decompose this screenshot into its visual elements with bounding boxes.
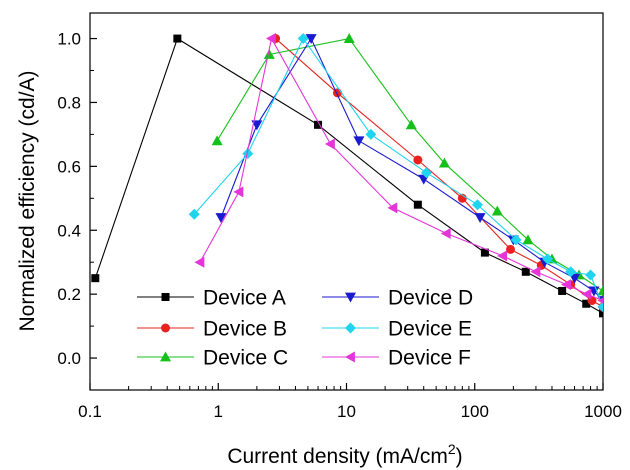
legend-marker-device-d	[345, 292, 356, 303]
data-point-device-f	[194, 256, 205, 268]
series-device-f	[194, 33, 603, 304]
legend-label-device-e: Device E	[388, 318, 472, 341]
legend: Device A Device B Device C Device D Device E…	[137, 287, 473, 370]
legend-label-device-d: Device D	[388, 287, 473, 310]
legend-marker-device-b	[161, 323, 170, 333]
data-point-device-e	[188, 208, 200, 220]
legend-label-device-b: Device B	[203, 318, 287, 341]
data-point-device-c	[522, 234, 534, 245]
data-point-device-d	[215, 213, 227, 223]
legend-item-device-b: Device B	[137, 318, 287, 341]
data-point-device-e	[565, 266, 577, 278]
legend-item-device-d: Device D	[322, 287, 473, 310]
legend-label-device-c: Device C	[203, 347, 288, 370]
data-point-device-f	[581, 288, 592, 300]
x-axis-title: Current density (mA/cm2)	[227, 441, 462, 468]
data-point-device-e	[585, 269, 597, 281]
legend-marker-device-f	[345, 351, 355, 363]
legend-label-device-f: Device F	[388, 347, 471, 370]
data-point-device-c	[343, 33, 355, 43]
y-tick-label: 0.8	[57, 93, 81, 112]
legend-item-device-a: Device A	[137, 287, 286, 310]
data-point-device-a	[558, 286, 567, 295]
data-point-device-a	[480, 248, 489, 257]
series-device-a	[91, 34, 603, 318]
data-point-device-d	[353, 136, 365, 147]
series-device-d	[215, 34, 603, 307]
data-point-device-f	[265, 33, 276, 45]
y-axis-title: Normalized efficiency (cd/A)	[16, 70, 39, 331]
data-point-device-f	[497, 250, 508, 262]
data-point-device-a	[599, 309, 603, 318]
data-point-device-d	[569, 273, 581, 284]
data-point-device-b	[506, 244, 516, 254]
data-point-device-e	[365, 128, 377, 140]
y-tick-label: 1.0	[57, 30, 81, 49]
data-point-device-f	[440, 227, 451, 239]
data-point-device-e	[420, 167, 432, 179]
series-device-b	[271, 34, 603, 312]
axes: 0.1 1 10 100 1000 0.0 0.2 0.4 0.6 0.8 1.0	[57, 12, 622, 421]
data-point-device-c	[405, 119, 417, 130]
data-point-device-f	[387, 202, 398, 214]
series-device-e	[188, 33, 603, 313]
data-point-device-b	[413, 155, 423, 165]
legend-label-device-a: Device A	[203, 287, 286, 310]
legend-item-device-f: Device F	[322, 347, 471, 370]
data-point-device-a	[413, 200, 422, 209]
data-point-device-e	[597, 301, 603, 313]
data-point-device-e	[471, 199, 483, 211]
legend-item-device-e: Device E	[322, 318, 472, 341]
x-tick-label: 1	[214, 402, 223, 421]
data-point-device-c	[597, 285, 603, 296]
data-point-device-c	[491, 205, 503, 216]
data-point-device-e	[242, 148, 254, 160]
x-tick-label: 100	[461, 402, 489, 421]
data-point-device-e	[542, 253, 554, 265]
data-point-device-a	[582, 299, 591, 308]
data-point-device-c	[211, 135, 223, 146]
x-tick-label: 0.1	[78, 402, 102, 421]
x-tick-label: 1000	[584, 402, 622, 421]
data-point-device-e	[510, 234, 522, 246]
data-point-device-a	[91, 274, 100, 283]
data-point-device-f	[530, 266, 541, 278]
legend-marker-device-a	[161, 293, 170, 301]
data-point-device-f	[233, 186, 244, 198]
data-point-device-f	[324, 138, 335, 150]
legend-marker-device-c	[160, 351, 171, 362]
data-point-device-d	[474, 213, 486, 223]
data-point-device-f	[597, 297, 603, 304]
x-tick-label: 10	[337, 402, 356, 421]
data-point-device-c	[438, 157, 450, 168]
data-point-device-a	[521, 267, 530, 276]
data-point-device-d	[305, 34, 317, 45]
data-point-device-e	[297, 33, 309, 45]
data-point-device-a	[173, 34, 182, 43]
y-tick-label: 0.4	[57, 221, 81, 240]
legend-item-device-c: Device C	[137, 347, 288, 370]
series-group	[91, 33, 603, 318]
y-tick-label: 0.6	[57, 157, 81, 176]
data-point-device-a	[314, 120, 323, 129]
series-line-device-c	[216, 37, 603, 292]
data-point-device-c	[263, 49, 275, 59]
legend-marker-device-e	[345, 322, 356, 334]
y-tick-label: 0.2	[57, 285, 81, 304]
data-point-device-f	[561, 279, 571, 291]
y-tick-label: 0.0	[57, 349, 81, 368]
